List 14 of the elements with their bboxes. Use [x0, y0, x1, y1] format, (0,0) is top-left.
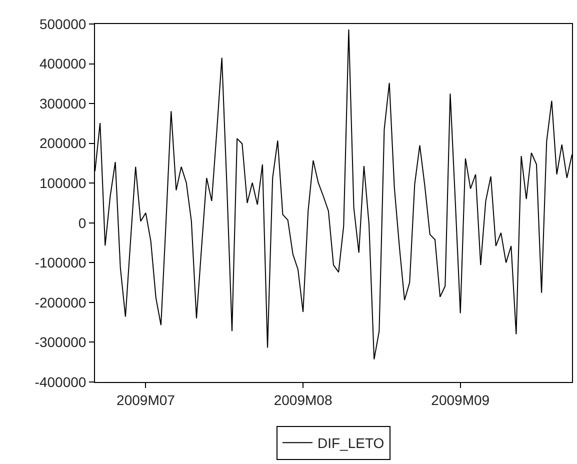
y-tick-label: 200000	[39, 135, 86, 152]
y-tick-label: -300000	[34, 334, 86, 350]
y-tick-label: -200000	[34, 294, 86, 310]
y-tick-label: 500000	[39, 16, 86, 32]
y-tick-label: -100000	[34, 254, 86, 271]
legend-label: DIF_LETO	[318, 435, 384, 452]
x-tick-label: 2009M09	[431, 392, 490, 408]
y-tick-label: -400000	[34, 374, 86, 390]
y-tick-label: 100000	[39, 175, 86, 192]
y-tick-label: 0	[78, 214, 86, 231]
y-tick-label: 300000	[39, 95, 86, 112]
y-tick-label: 400000	[39, 56, 86, 72]
x-tick-label: 2009M07	[116, 392, 176, 408]
x-tick-label: 2009M08	[274, 392, 332, 408]
